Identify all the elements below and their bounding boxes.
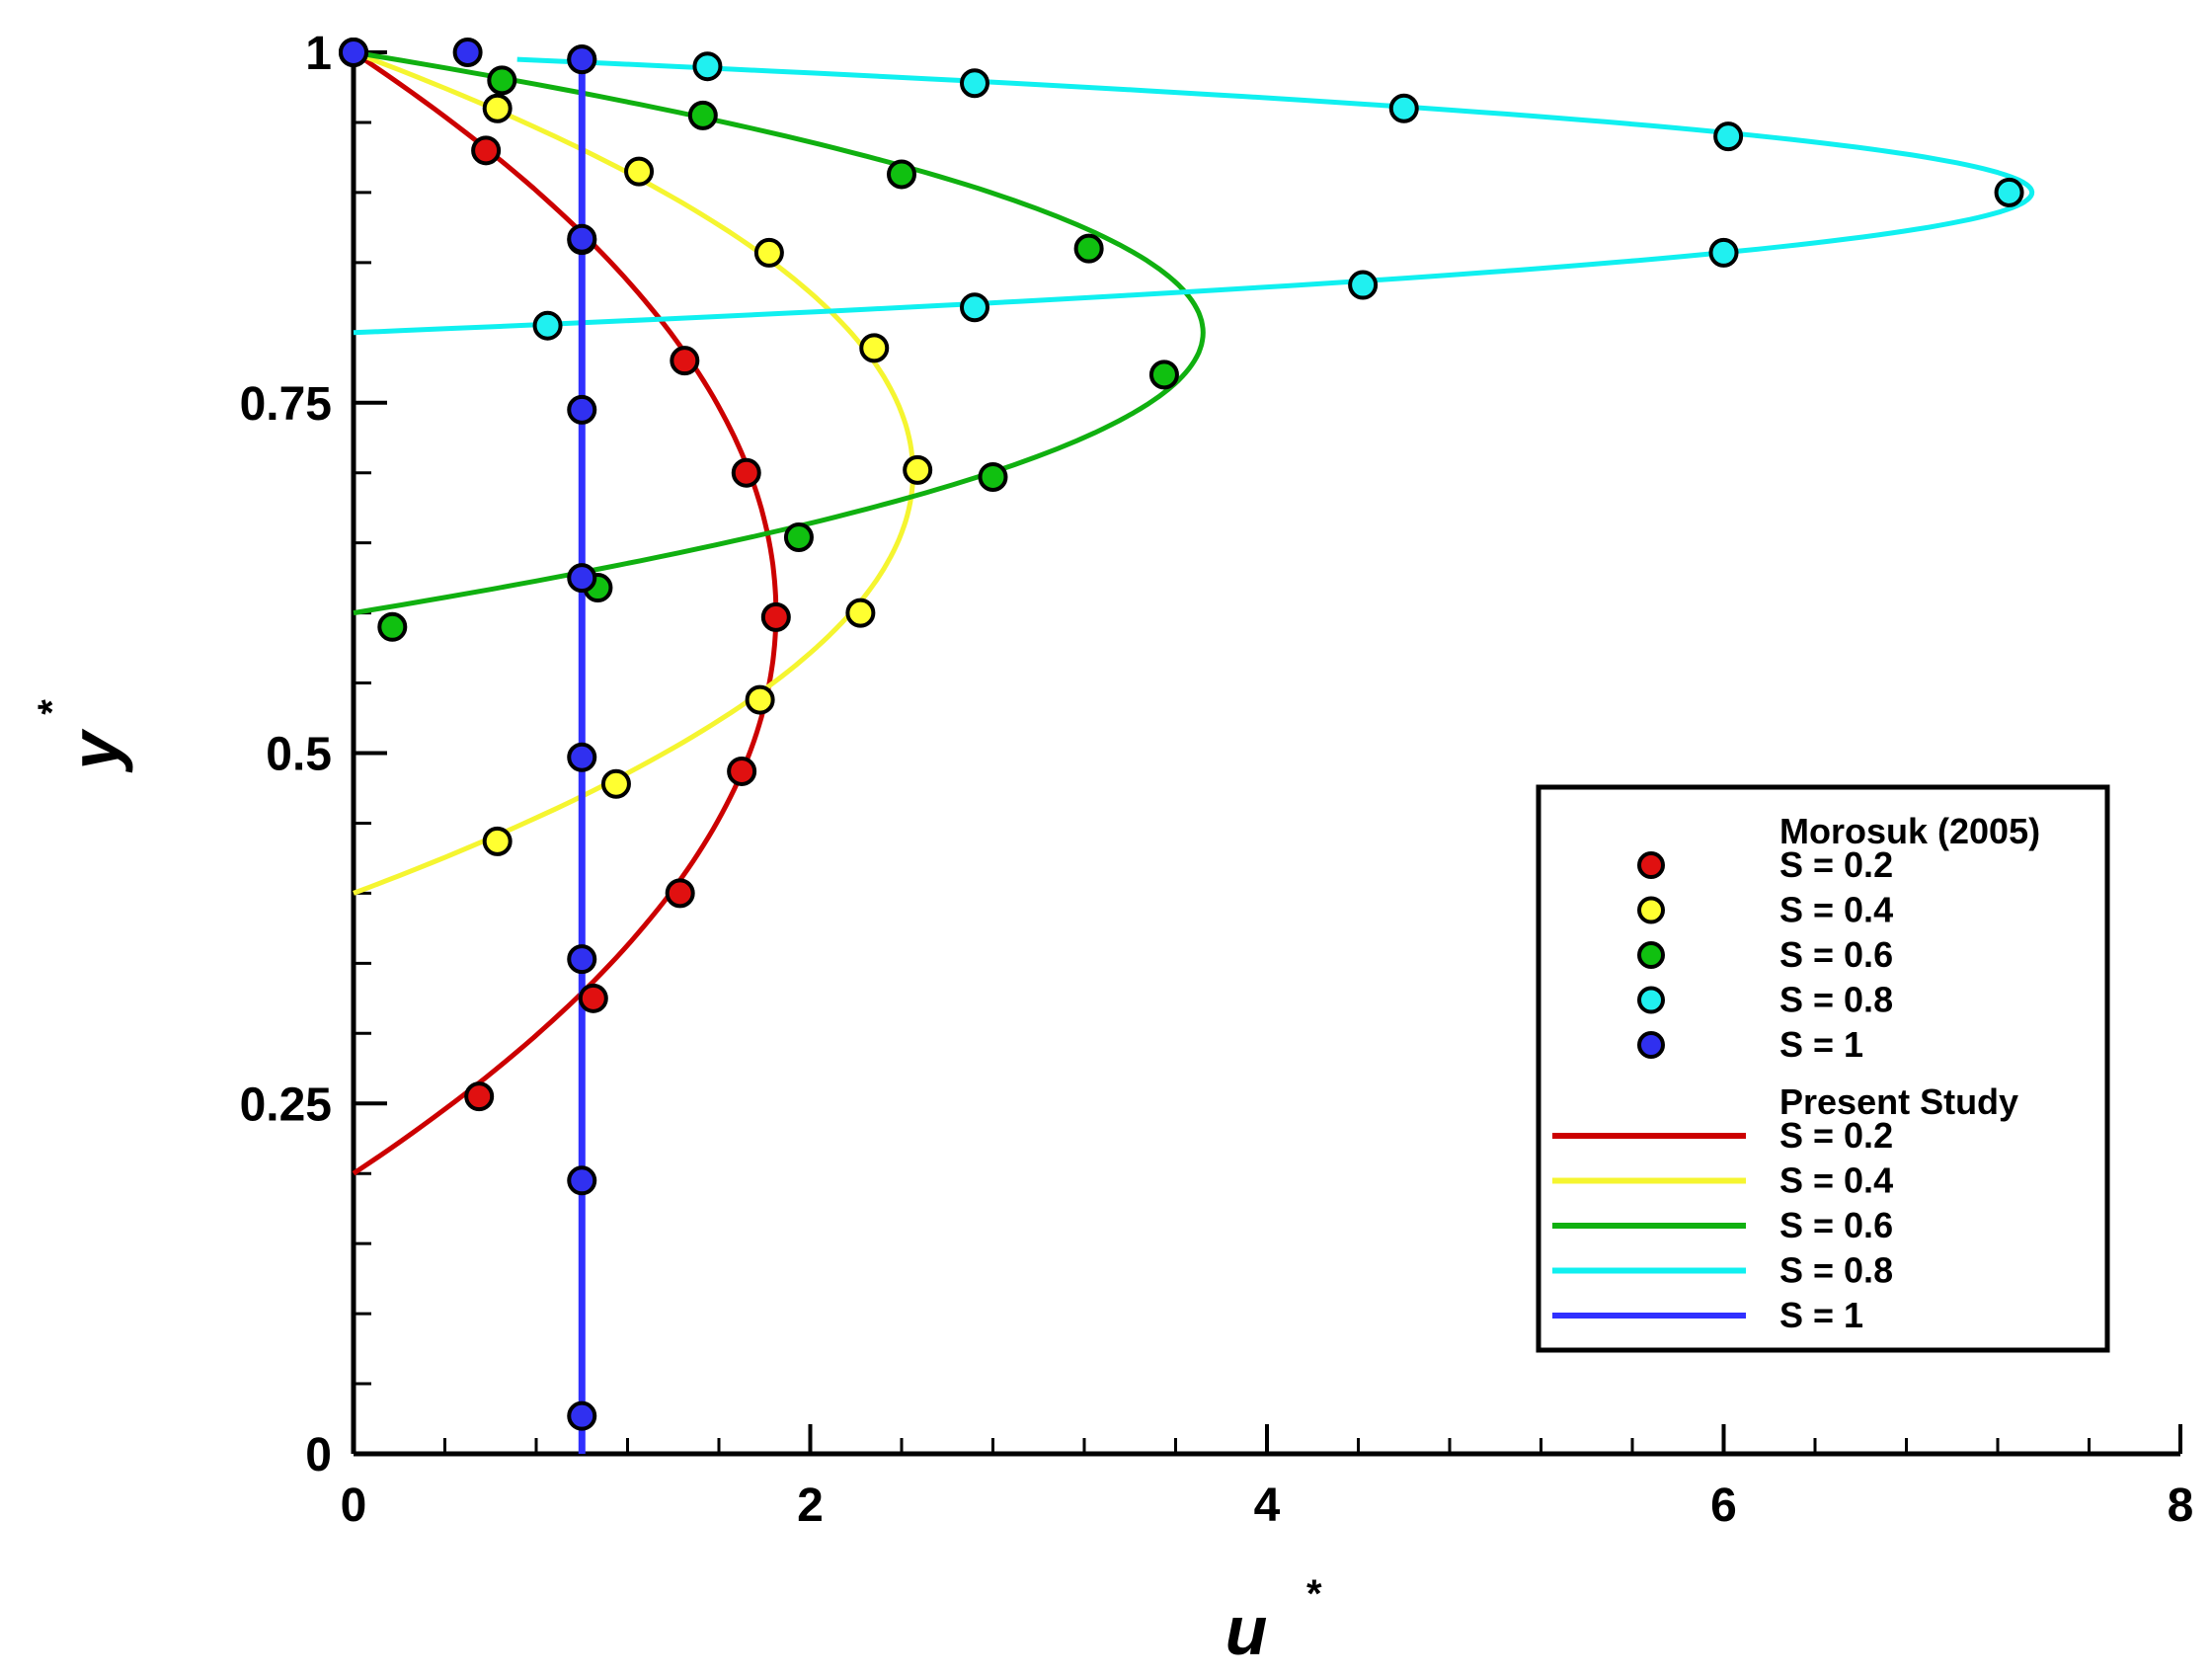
x-axis-title: u (1225, 1592, 1268, 1669)
x-tick-label: 8 (2168, 1479, 2194, 1532)
marker-series-group (339, 38, 2024, 1431)
y-tick-label: 0 (305, 1429, 332, 1481)
marker-series-1-point (665, 878, 695, 909)
x-tick-label: 6 (1710, 1479, 1737, 1532)
legend-marker-label: S = 0.6 (1779, 934, 1893, 975)
marker-series-2-point (845, 598, 876, 628)
y-tick-label: 0.25 (240, 1079, 332, 1131)
marker-series-4-point (960, 292, 989, 323)
marker-series-3-point (377, 611, 408, 642)
marker-series-5-point (452, 38, 483, 67)
legend-group-title-morosuk: Morosuk (2005) (1779, 811, 2040, 851)
marker-series-2-point (482, 826, 513, 856)
legend: Morosuk (2005) Present Study S = 0.2S = … (1536, 784, 2110, 1353)
marker-series-2-point (903, 454, 933, 485)
marker-series-4-point (1708, 237, 1739, 268)
marker-series-2-point (482, 93, 513, 123)
y-tick-label: 0.75 (240, 378, 332, 431)
x-tick-label: 4 (1254, 1479, 1281, 1532)
legend-marker-swatch (1637, 896, 1665, 924)
marker-series-4-point (1713, 121, 1744, 152)
y-axis-title-superscript: * (31, 699, 74, 715)
marker-series-4-point (692, 51, 723, 82)
marker-series-4-point (1994, 177, 2024, 207)
marker-series-1-point (760, 601, 791, 632)
y-tick-label: 0.5 (266, 729, 332, 781)
legend-marker-label: S = 0.4 (1779, 890, 1893, 930)
legend-marker-swatch (1637, 851, 1665, 879)
legend-line-label: S = 1 (1779, 1295, 1863, 1335)
marker-series-5-point (567, 563, 597, 594)
marker-series-2-point (745, 684, 775, 715)
marker-series-3-point (783, 521, 814, 552)
marker-series-1-point (731, 457, 761, 488)
marker-series-3-point (687, 100, 718, 130)
marker-series-4-point (1388, 93, 1419, 123)
legend-marker-label: S = 0.2 (1779, 844, 1893, 885)
marker-series-3-point (487, 65, 517, 96)
marker-series-5-point (567, 223, 597, 254)
legend-marker-swatch (1637, 941, 1665, 969)
marker-series-5-point (339, 38, 368, 67)
marker-series-4-point (532, 310, 563, 341)
marker-series-2-point (753, 237, 784, 268)
y-axis-title: y (56, 728, 133, 772)
legend-marker-label: S = 1 (1779, 1024, 1863, 1065)
marker-series-5-point (567, 44, 597, 75)
axis-labels: u * y * (31, 699, 1322, 1669)
legend-group-title-present: Present Study (1779, 1081, 2018, 1122)
marker-series-5-point (567, 944, 597, 975)
x-tick-label: 0 (341, 1479, 367, 1532)
marker-series-1-point (727, 756, 757, 786)
y-tick-label: 1 (305, 28, 332, 80)
x-tick-label: 2 (797, 1479, 824, 1532)
marker-series-2-point (859, 333, 890, 363)
axes: 0 2 4 6 8 0 0.25 0.5 0.75 1 (240, 28, 2194, 1532)
legend-line-label: S = 0.6 (1779, 1205, 1893, 1245)
line-series-3 (353, 49, 1206, 616)
x-axis-title-superscript: * (1306, 1572, 1322, 1616)
marker-series-5-point (567, 1400, 597, 1431)
marker-series-3-point (1073, 233, 1104, 264)
marker-series-2-point (600, 768, 631, 799)
marker-series-5-point (567, 742, 597, 772)
legend-marker-label: S = 0.8 (1779, 980, 1893, 1020)
marker-series-2-point (624, 156, 655, 187)
marker-series-3-point (887, 159, 916, 190)
marker-series-5-point (567, 1165, 597, 1196)
marker-series-1-point (578, 983, 608, 1013)
marker-series-4-point (960, 68, 989, 99)
legend-marker-swatch (1637, 1031, 1665, 1059)
legend-line-label: S = 0.2 (1779, 1115, 1893, 1156)
marker-series-5-point (567, 394, 597, 425)
legend-line-label: S = 0.4 (1779, 1160, 1893, 1201)
marker-series-3-point (1148, 360, 1179, 390)
legend-line-label: S = 0.8 (1779, 1250, 1893, 1291)
marker-series-1-point (464, 1081, 495, 1112)
legend-marker-swatch (1637, 986, 1665, 1014)
marker-series-3-point (978, 461, 1008, 492)
marker-series-1-point (670, 346, 700, 376)
line-series-4 (353, 56, 2035, 336)
marker-series-4-point (1348, 270, 1379, 300)
legend-box (1536, 784, 2110, 1353)
marker-series-1-point (471, 135, 502, 166)
